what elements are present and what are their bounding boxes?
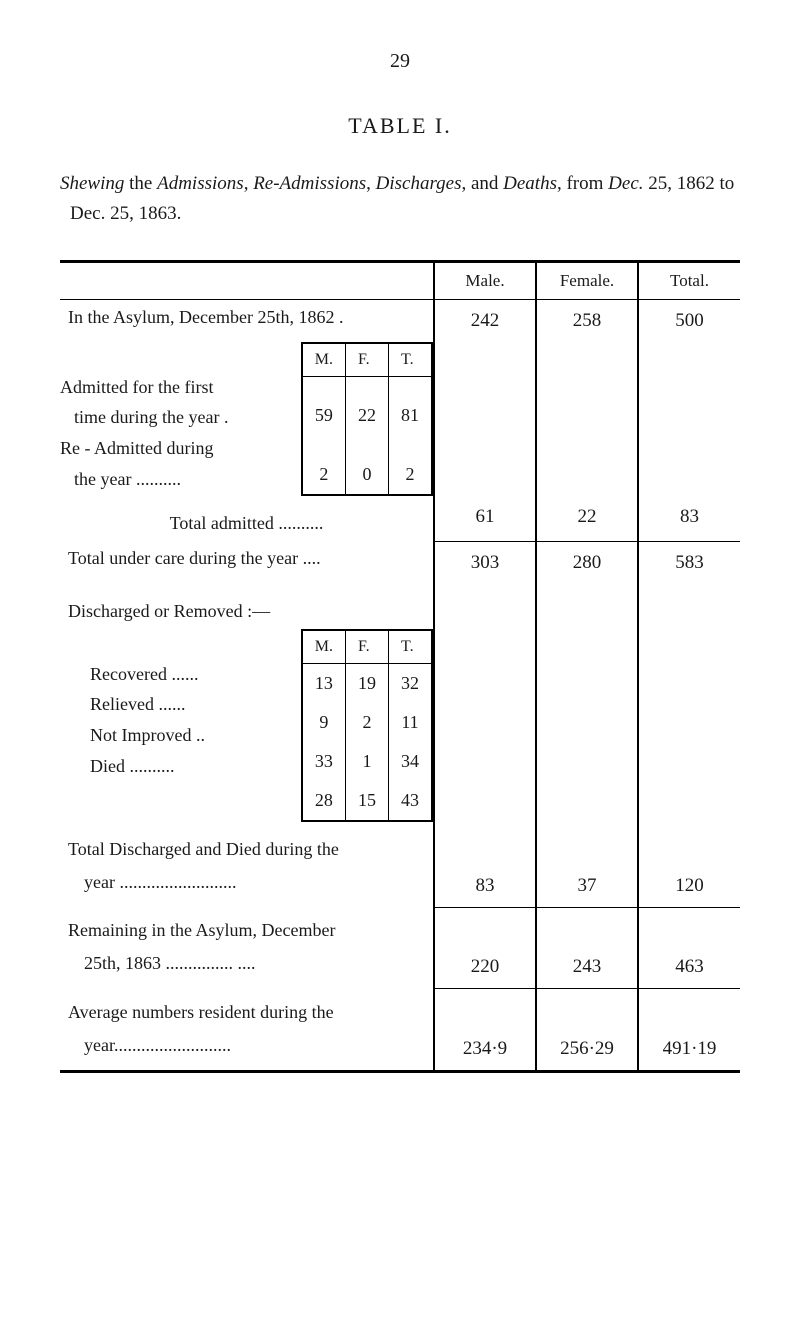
sub-col-m: M. — [302, 343, 346, 377]
cell-total: 120 — [638, 865, 740, 908]
sub-cell: 22 — [346, 396, 389, 435]
discharged-heading: Discharged or Removed :— — [60, 584, 434, 629]
table-row: Recovered ...... Relieved ...... Not Imp… — [60, 629, 740, 822]
table-row: Admitted for the first time during the y… — [60, 342, 740, 497]
sub-cell: 33 — [302, 742, 346, 781]
sub-cell: 0 — [346, 455, 389, 495]
sub-cell: 34 — [389, 742, 433, 781]
table-row: Total Discharged and Died during the — [60, 822, 740, 865]
label-not-improved: Not Improved .. — [90, 720, 301, 751]
sub-col-t: T. — [389, 343, 433, 377]
label-relieved: Relieved ...... — [90, 689, 301, 720]
sub-cell: 1 — [346, 742, 389, 781]
title-text: , — [366, 173, 376, 194]
table-row: Total under care during the year .... 30… — [60, 541, 740, 584]
table-row: year.......................... 234·9 256… — [60, 1028, 740, 1072]
admitted-sub-table: M. F. T. 59 22 81 2 0 2 — [301, 342, 433, 497]
cell-female: 280 — [536, 541, 638, 584]
table-row: Remaining in the Asylum, December — [60, 907, 740, 946]
sub-cell: 43 — [389, 781, 433, 821]
sub-cell: 81 — [389, 396, 433, 435]
cell-male: 242 — [434, 299, 536, 342]
cell-total: 83 — [638, 496, 740, 541]
row-label-2: 25th, 1863 ............... .... — [60, 946, 434, 989]
table-header-row: Male. Female. Total. — [60, 261, 740, 299]
cell-male: 220 — [434, 946, 536, 989]
sub-cell: 15 — [346, 781, 389, 821]
header-total: Total. — [638, 261, 740, 299]
sub-col-f: F. — [346, 630, 389, 664]
table-heading: TABLE I. — [60, 113, 740, 139]
label-died: Died .......... — [90, 751, 301, 782]
cell-male: 83 — [434, 865, 536, 908]
table-row: 25th, 1863 ............... .... 220 243 … — [60, 946, 740, 989]
admitted-labels: Admitted for the first time during the y… — [60, 342, 301, 494]
sub-col-m: M. — [302, 630, 346, 664]
cell-female: 37 — [536, 865, 638, 908]
page-number: 29 — [60, 50, 740, 73]
cell-male: 303 — [434, 541, 536, 584]
cell-total: 491·19 — [638, 1028, 740, 1072]
discharged-labels: Recovered ...... Relieved ...... Not Imp… — [60, 629, 301, 781]
label-admitted-first: Admitted for the first — [60, 372, 301, 403]
header-male: Male. — [434, 261, 536, 299]
row-label-2: year.......................... — [60, 1028, 434, 1072]
table-row: year .......................... 83 37 12… — [60, 865, 740, 908]
cell-total: 583 — [638, 541, 740, 584]
table-row: In the Asylum, December 25th, 1862 . 242… — [60, 299, 740, 342]
cell-female: 22 — [536, 496, 638, 541]
label-re-admitted: Re - Admitted during — [60, 433, 301, 464]
main-statistics-table: Male. Female. Total. In the Asylum, Dece… — [60, 260, 740, 1073]
sub-cell: 2 — [302, 455, 346, 495]
row-label-2: year .......................... — [60, 865, 434, 908]
header-female: Female. — [536, 261, 638, 299]
row-label-1: Average numbers resident during the — [60, 989, 434, 1028]
sub-cell: 28 — [302, 781, 346, 821]
title-text: the — [124, 173, 157, 194]
cell-total: 500 — [638, 299, 740, 342]
sub-cell: 13 — [302, 663, 346, 703]
title-discharges: Discharges — [376, 173, 462, 194]
title-text: , and — [461, 173, 503, 194]
title-text: , — [244, 173, 254, 194]
cell-male: 234·9 — [434, 1028, 536, 1072]
sub-col-t: T. — [389, 630, 433, 664]
sub-cell: 19 — [346, 663, 389, 703]
row-label: In the Asylum, December 25th, 1862 . — [60, 299, 434, 342]
sub-cell: 11 — [389, 703, 433, 742]
sub-col-f: F. — [346, 343, 389, 377]
table-row: Total admitted .......... 61 22 83 — [60, 496, 740, 541]
sub-cell: 2 — [389, 455, 433, 495]
row-label-1: Total Discharged and Died during the — [60, 822, 434, 865]
title-text: , from — [557, 173, 608, 194]
title-shewing: Shewing — [60, 173, 124, 194]
table-row: Average numbers resident during the — [60, 989, 740, 1028]
label-the-year: the year .......... — [60, 464, 301, 495]
cell-male: 61 — [434, 496, 536, 541]
cell-female: 243 — [536, 946, 638, 989]
document-title: Shewing the Admissions, Re-Admissions, D… — [60, 169, 740, 230]
table-row: Discharged or Removed :— — [60, 584, 740, 629]
sub-cell: 2 — [346, 703, 389, 742]
title-admissions: Admissions — [157, 173, 244, 194]
title-dec: Dec. — [608, 173, 643, 194]
row-label: Total under care during the year .... — [60, 541, 434, 584]
cell-female: 256·29 — [536, 1028, 638, 1072]
sub-cell: 59 — [302, 396, 346, 435]
sub-cell: 9 — [302, 703, 346, 742]
cell-total: 463 — [638, 946, 740, 989]
row-label-1: Remaining in the Asylum, December — [60, 907, 434, 946]
label-recovered: Recovered ...... — [90, 659, 301, 690]
discharged-sub-table: M. F. T. 13 19 32 9 2 11 3 — [301, 629, 433, 822]
label-time-during: time during the year . — [60, 402, 301, 433]
title-readmissions: Re-Admissions — [253, 173, 366, 194]
sub-cell: 32 — [389, 663, 433, 703]
title-deaths: Deaths — [503, 173, 557, 194]
row-label: Total admitted .......... — [60, 496, 434, 541]
cell-female: 258 — [536, 299, 638, 342]
